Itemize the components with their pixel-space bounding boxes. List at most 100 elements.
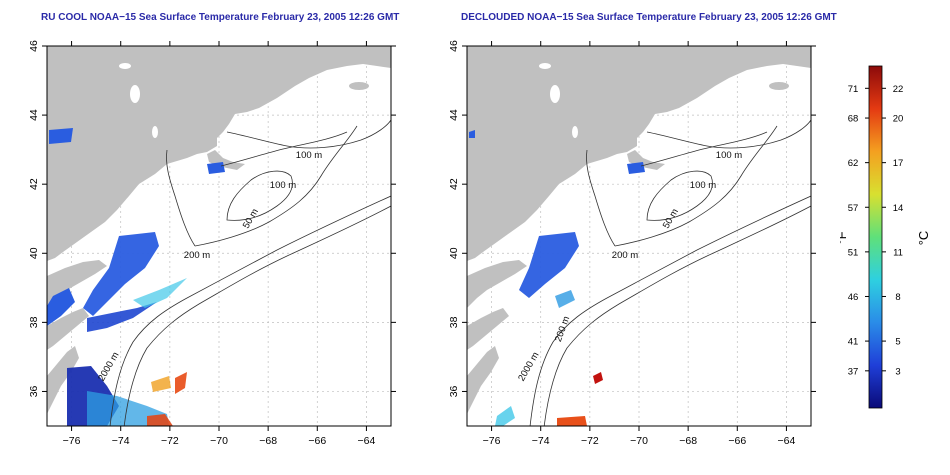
y-tick-label: 38 [28,316,40,328]
fahrenheit-tick-label: 68 [848,114,859,125]
bathymetry-contours [529,119,811,426]
colorbar-scale [868,65,883,409]
x-tick-label: −64 [778,435,796,447]
island [769,82,789,90]
celsius-tick-label: 22 [893,84,904,95]
sst-patch [495,406,515,426]
contour-label: 200 m [612,250,638,261]
land-mass [47,308,89,350]
contour-line [226,170,293,221]
temperature-colorbar: 22 71 20 68 17 62 14 57 11 51 8 46 5 41 3 37 °F °C [840,65,931,409]
land-mass [467,346,499,414]
y-tick-label: 36 [448,385,460,397]
sst-patch [87,302,157,332]
left-map-title: RU COOL NOAA−15 Sea Surface Temperature … [41,12,400,23]
lake [539,63,551,69]
x-tick-label: −70 [630,435,648,447]
y-tick-label: 44 [28,109,40,121]
x-tick-label: −66 [728,435,746,447]
land-mass [47,346,79,414]
y-tick-label: 36 [28,385,40,397]
fahrenheit-tick-label: 37 [848,366,859,377]
x-tick-label: −76 [63,435,81,447]
celsius-tick-label: 8 [895,292,900,303]
fahrenheit-tick-label: 46 [848,292,859,303]
contour-line [226,119,391,149]
sst-patch [519,232,579,298]
contour-line [529,195,811,426]
x-tick-label: −74 [532,435,550,447]
sst-patch [557,416,587,426]
sst-pixels [469,130,645,426]
contour-line [123,205,391,426]
celsius-tick-label: 3 [895,366,900,377]
fahrenheit-tick-label: 41 [848,337,859,348]
contour-label: 100 m [296,150,322,161]
y-tick-label: 46 [448,40,460,52]
fahrenheit-tick-label: 57 [848,203,859,214]
island [349,82,369,90]
land-mass [467,260,527,308]
x-tick-label: −72 [161,435,179,447]
fahrenheit-tick-label: 62 [848,158,859,169]
y-tick-label: 46 [28,40,40,52]
sst-patch [49,128,73,144]
x-tick-label: −76 [483,435,501,447]
contour-label: 100 m [270,180,296,191]
x-tick-label: −68 [679,435,697,447]
celsius-tick-label: 11 [893,247,903,258]
sst-patch [83,232,159,316]
sst-patch [147,414,173,426]
contour-line [166,149,196,247]
celsius-tick-label: 5 [895,337,900,348]
contour-line [543,205,811,426]
lake [119,63,131,69]
y-tick-label: 44 [448,109,460,121]
contour-line [614,125,778,247]
lake [130,85,140,103]
sst-patch [207,162,225,174]
lake [550,85,560,103]
lake [152,126,158,138]
celsius-axis-label: °C [916,231,931,246]
lake [572,126,578,138]
contour-line [646,119,811,149]
x-tick-label: −64 [358,435,376,447]
contour-line [646,170,713,221]
contour-line [109,195,391,426]
x-tick-label: −72 [581,435,599,447]
contour-line [220,131,348,167]
land-mass [47,260,107,308]
fahrenheit-tick-label: 71 [848,84,859,95]
sst-patch [47,288,75,326]
contour-label: 200 m [184,250,210,261]
sst-patch [151,376,171,392]
contour-line [194,125,358,247]
y-tick-label: 42 [448,178,460,190]
land-mass [467,308,509,350]
x-tick-label: −70 [210,435,228,447]
y-tick-label: 42 [28,178,40,190]
sst-patch [133,278,187,308]
right-map-title: DECLOUDED NOAA−15 Sea Surface Temperatur… [461,12,837,23]
fahrenheit-tick-label: 51 [848,247,859,258]
y-tick-label: 40 [448,247,460,259]
celsius-tick-label: 17 [893,158,904,169]
celsius-tick-label: 20 [893,114,904,125]
contour-label: 100 m [716,150,742,161]
contour-line [640,131,768,167]
sst-patch [175,372,187,394]
sst-patch [593,372,603,384]
sst-patch [627,162,645,174]
fahrenheit-axis-label: °F [840,231,849,244]
sst-patch [555,290,575,308]
x-tick-label: −68 [259,435,277,447]
bathymetry-contours [109,119,391,426]
x-tick-label: −66 [308,435,326,447]
y-tick-label: 38 [448,316,460,328]
y-tick-label: 40 [28,247,40,259]
